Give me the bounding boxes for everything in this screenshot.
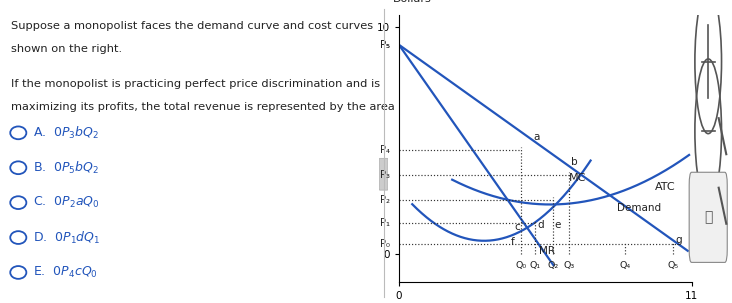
FancyBboxPatch shape	[379, 158, 388, 190]
Text: shown on the right.: shown on the right.	[11, 44, 122, 54]
Text: Q₂: Q₂	[548, 261, 559, 270]
Text: Dollars: Dollars	[393, 0, 432, 5]
Text: a: a	[534, 132, 539, 142]
Text: P₅: P₅	[380, 40, 389, 50]
Text: P₅: P₅	[380, 40, 389, 50]
Text: P₄: P₄	[380, 145, 389, 155]
Text: Suppose a monopolist faces the demand curve and cost curves: Suppose a monopolist faces the demand cu…	[11, 21, 373, 31]
Text: maximizing its profits, the total revenue is represented by the area: maximizing its profits, the total revenu…	[11, 102, 395, 112]
Text: MC: MC	[569, 173, 586, 183]
Text: D.  $0P_1dQ_1$: D. $0P_1dQ_1$	[33, 229, 100, 246]
Text: P₂: P₂	[380, 195, 389, 205]
Text: E.  $0P_4cQ_0$: E. $0P_4cQ_0$	[33, 265, 98, 280]
Text: If the monopolist is practicing perfect price discrimination and is: If the monopolist is practicing perfect …	[11, 79, 380, 89]
Text: MR: MR	[539, 246, 555, 256]
Text: ⤢: ⤢	[704, 210, 712, 224]
Text: P₁: P₁	[380, 218, 389, 228]
Text: g: g	[676, 235, 682, 245]
Text: e: e	[555, 220, 561, 230]
FancyBboxPatch shape	[690, 172, 727, 262]
Text: A.  $0P_3bQ_2$: A. $0P_3bQ_2$	[33, 125, 100, 141]
Text: P₃: P₃	[380, 170, 389, 180]
Text: Q₀: Q₀	[516, 261, 527, 270]
Text: B.  $0P_5bQ_2$: B. $0P_5bQ_2$	[33, 160, 100, 176]
Text: Q₁: Q₁	[529, 261, 540, 270]
Text: f: f	[511, 237, 515, 247]
Text: Q₄: Q₄	[619, 261, 631, 270]
Text: ATC: ATC	[654, 182, 675, 192]
Text: Q₃: Q₃	[564, 261, 575, 270]
Text: c: c	[515, 222, 520, 232]
Text: b: b	[571, 157, 578, 167]
Text: Demand: Demand	[617, 203, 661, 213]
Text: Q₅: Q₅	[668, 261, 679, 270]
Text: C.  $0P_2aQ_0$: C. $0P_2aQ_0$	[33, 195, 100, 210]
Text: P₀: P₀	[380, 239, 389, 249]
Text: d: d	[537, 220, 544, 230]
